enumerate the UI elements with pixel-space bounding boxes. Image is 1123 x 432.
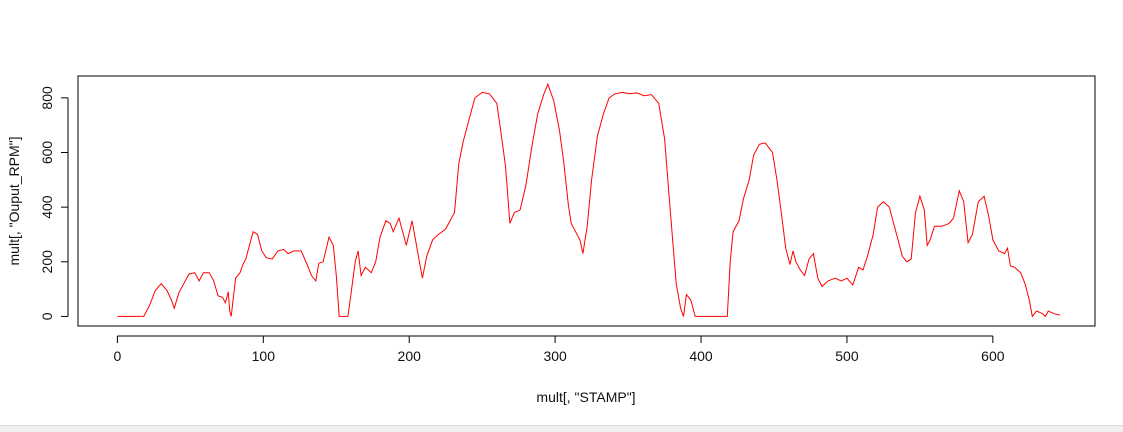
y-tick-label: 400: [39, 195, 55, 219]
y-axis: 0 200 400 600 800: [39, 86, 69, 320]
x-tick-label: 400: [689, 348, 713, 364]
x-tick-label: 200: [398, 348, 422, 364]
x-tick-label: 500: [835, 348, 859, 364]
x-axis-title: mult[, "STAMP"]: [536, 389, 635, 405]
y-tick-label: 600: [39, 141, 55, 165]
y-tick-label: 800: [39, 86, 55, 110]
x-tick-label: 100: [252, 348, 276, 364]
x-tick-label: 600: [981, 348, 1005, 364]
plot-frame: [77, 75, 1096, 327]
x-tick-label: 0: [113, 348, 121, 364]
y-axis-title: mult[, "Ouput_RPM"]: [6, 137, 22, 266]
window-bottom-edge: [0, 425, 1123, 432]
series-line-ouput-rpm: [117, 82, 1061, 318]
y-tick-label: 0: [39, 312, 55, 320]
x-tick-label: 300: [543, 348, 567, 364]
x-axis: 0 100 200 300 400 500 600: [113, 335, 1005, 364]
y-tick-label: 200: [39, 250, 55, 274]
